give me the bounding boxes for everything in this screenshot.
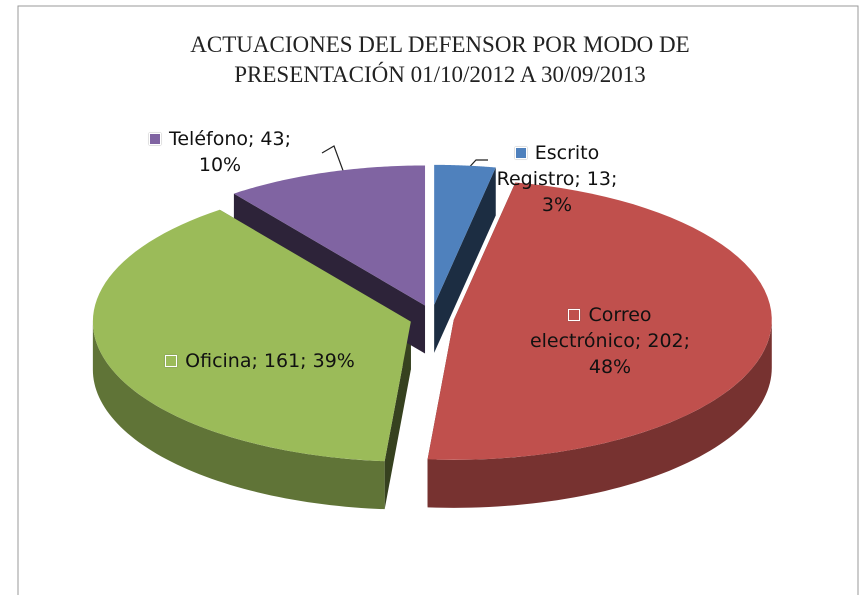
- legend-swatch: [514, 147, 527, 159]
- data-label-text: Correo electrónico; 202; 48%: [529, 304, 691, 378]
- slice: [434, 164, 496, 305]
- data-label: Correo electrónico; 202; 48%: [525, 302, 695, 380]
- slice-side: [434, 167, 496, 353]
- leader-line: [321, 145, 346, 177]
- data-label-text: Escrito Registro; 13; 3%: [496, 142, 618, 216]
- data-label-text: Teléfono; 43; 10%: [168, 128, 292, 176]
- legend-swatch: [148, 133, 161, 145]
- legend-swatch: [165, 355, 178, 367]
- data-label-text: Oficina; 161; 39%: [185, 350, 355, 372]
- data-label: Teléfono; 43; 10%: [135, 126, 305, 178]
- data-label: Escrito Registro; 13; 3%: [492, 140, 622, 218]
- data-label: Oficina; 161; 39%: [150, 348, 370, 374]
- slice: [92, 209, 411, 462]
- chart-frame: [17, 5, 859, 595]
- chart-title: ACTUACIONES DEL DEFENSOR POR MODO DE PRE…: [190, 32, 690, 87]
- slice-side: [384, 321, 411, 510]
- slice: [427, 182, 772, 460]
- slice-wall: [427, 319, 772, 508]
- slice-wall: [92, 321, 385, 510]
- slice: [233, 165, 426, 306]
- legend-swatch: [568, 309, 581, 321]
